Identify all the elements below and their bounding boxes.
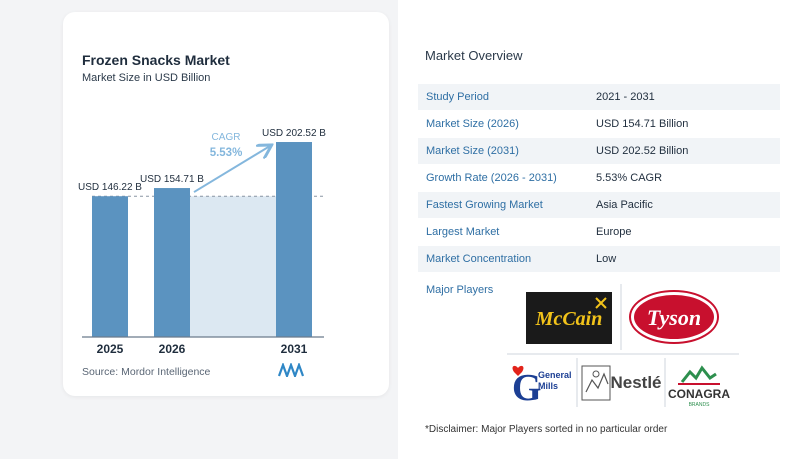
logo-grid-lines	[507, 284, 739, 407]
cagr-label: CAGR	[212, 132, 241, 143]
overview-row-label: Market Concentration	[426, 253, 532, 265]
overview-row-label: Growth Rate (2026 - 2031)	[426, 172, 557, 184]
overview-row-value: Asia Pacific	[596, 199, 653, 211]
overview-row-label: Market Size (2026)	[426, 118, 519, 130]
bar-2026	[154, 188, 190, 337]
mccain-logo: McCain	[526, 292, 612, 344]
overview-row-label: Study Period	[426, 91, 489, 103]
source-text: Source: Mordor Intelligence	[82, 366, 211, 378]
overview-row-label: Largest Market	[426, 226, 500, 238]
overview-row-value: 2021 - 2031	[596, 91, 655, 103]
overview-row-label: Fastest Growing Market	[426, 199, 543, 211]
overview-row: Market Concentration Low	[418, 246, 780, 272]
major-players-label: Major Players	[426, 284, 494, 296]
data-label-2026: USD 154.71 B	[140, 174, 204, 185]
svg-text:Tyson: Tyson	[647, 305, 701, 330]
overview-row: Study Period 2021 - 2031	[418, 84, 780, 110]
overview-row: Fastest Growing Market Asia Pacific	[418, 192, 780, 218]
bar-chart: USD 146.22 B 2025 USD 154.71 B 2026 USD 202.…	[78, 128, 326, 356]
svg-text:Mills: Mills	[538, 381, 558, 391]
bar-2031	[276, 142, 312, 337]
bar-2025	[92, 196, 128, 337]
overview-row-value: USD 202.52 Billion	[596, 145, 689, 157]
overview-row-value: Low	[596, 253, 617, 265]
mordor-logo-icon	[278, 363, 304, 377]
svg-text:BRANDS: BRANDS	[689, 402, 711, 408]
chart-subtitle: Market Size in USD Billion	[82, 72, 211, 84]
tyson-logo: Tyson	[629, 290, 719, 344]
overview-row: Growth Rate (2026 - 2031) 5.53% CAGR	[418, 165, 780, 191]
overview-row-label: Market Size (2031)	[426, 145, 519, 157]
overview-row: Largest Market Europe	[418, 219, 780, 245]
x-tick-2025: 2025	[97, 342, 124, 356]
overview-row: Market Size (2031) USD 202.52 Billion	[418, 138, 780, 164]
svg-text:General: General	[538, 370, 572, 380]
overview-title: Market Overview	[425, 48, 523, 63]
conagra-logo: CONAGRA BRANDS	[668, 365, 730, 408]
overview-row-value: USD 154.71 Billion	[596, 118, 689, 130]
svg-text:Nestlé: Nestlé	[610, 373, 661, 392]
overview-row: Market Size (2026) USD 154.71 Billion	[418, 111, 780, 137]
x-tick-2031: 2031	[281, 342, 308, 356]
cagr-arrow	[193, 146, 270, 193]
x-tick-2026: 2026	[159, 342, 186, 356]
disclaimer-text: *Disclaimer: Major Players sorted in no …	[425, 424, 668, 435]
svg-text:CONAGRA: CONAGRA	[668, 387, 730, 401]
general-mills-logo: G General Mills	[512, 365, 572, 406]
nestle-logo: Nestlé	[581, 365, 662, 401]
chart-title: Frozen Snacks Market	[82, 52, 230, 68]
data-label-2025: USD 146.22 B	[78, 182, 142, 193]
overview-row-value: Europe	[596, 226, 632, 238]
svg-text:McCain: McCain	[535, 308, 603, 330]
overview-row-value: 5.53% CAGR	[596, 172, 663, 184]
cagr-value: 5.53%	[210, 147, 243, 159]
data-label-2031: USD 202.52 B	[262, 128, 326, 139]
overview-panel	[398, 0, 800, 459]
